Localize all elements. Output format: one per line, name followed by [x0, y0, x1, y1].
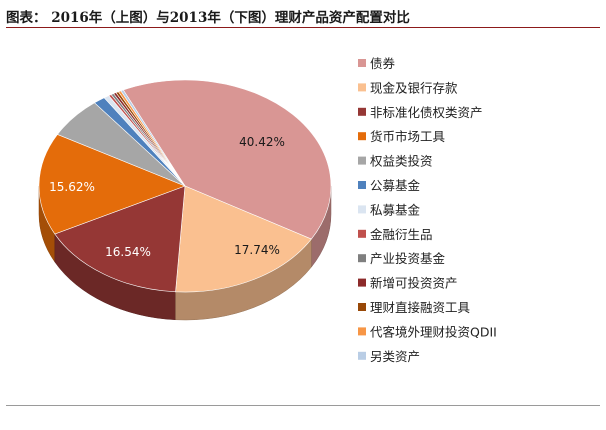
legend-item-label: 权益类投资 [370, 154, 433, 169]
pie-slice-2 [175, 185, 312, 293]
pie-slice-13 [120, 89, 186, 187]
legend-swatch [358, 278, 366, 287]
legend: 债券现金及银行存款非标准化债权类资产货币市场工具权益类投资公募基金私募基金金融衍… [358, 56, 497, 364]
legend-swatch [358, 327, 366, 336]
legend-swatch [358, 351, 366, 360]
legend-item-label: 金融衍生品 [370, 227, 433, 242]
pie-slice-1 [122, 79, 332, 240]
legend-swatch [358, 59, 366, 67]
legend-item-label: 另类资产 [370, 349, 420, 364]
legend-item-label: 新增可投资资产 [370, 276, 458, 291]
legend-item-label: 理财直接融资工具 [370, 300, 471, 315]
legend-item-label: 公募基金 [370, 178, 421, 193]
slice-value-label: 16.54% [105, 245, 151, 259]
title-divider [6, 27, 600, 28]
legend-swatch [358, 132, 366, 141]
legend-item-label: 代客境外理财投资QDII [370, 324, 497, 339]
pie-top [38, 79, 332, 293]
legend-swatch [358, 205, 366, 214]
slice-value-label: 15.62% [49, 180, 95, 194]
legend-item-label: 产业投资基金 [370, 251, 446, 266]
pie-slice-3 [54, 185, 186, 293]
legend-swatch [358, 156, 366, 165]
pie-slice-4 [38, 134, 186, 235]
bottom-divider [6, 405, 600, 406]
legend-item-label: 非标准化债权类资产 [370, 105, 483, 120]
chart-title: 图表： 2016年（上图）与2013年（下图）理财产品资产配置对比 [6, 10, 410, 26]
legend-swatch [358, 303, 366, 311]
legend-swatch [358, 181, 366, 189]
legend-item-label: 私募基金 [370, 202, 421, 217]
slice-value-label: 17.74% [234, 243, 280, 257]
legend-item-label: 货币市场工具 [370, 129, 446, 144]
legend-swatch [358, 254, 366, 263]
legend-swatch [358, 107, 366, 116]
slice-value-label: 40.42% [239, 135, 285, 149]
legend-item-label: 债券 [370, 56, 396, 71]
legend-swatch [358, 229, 366, 238]
chart-title-bar: 图表： 2016年（上图）与2013年（下图）理财产品资产配置对比 [6, 3, 600, 29]
legend-item-label: 现金及银行存款 [370, 80, 458, 95]
legend-swatch [358, 83, 366, 92]
